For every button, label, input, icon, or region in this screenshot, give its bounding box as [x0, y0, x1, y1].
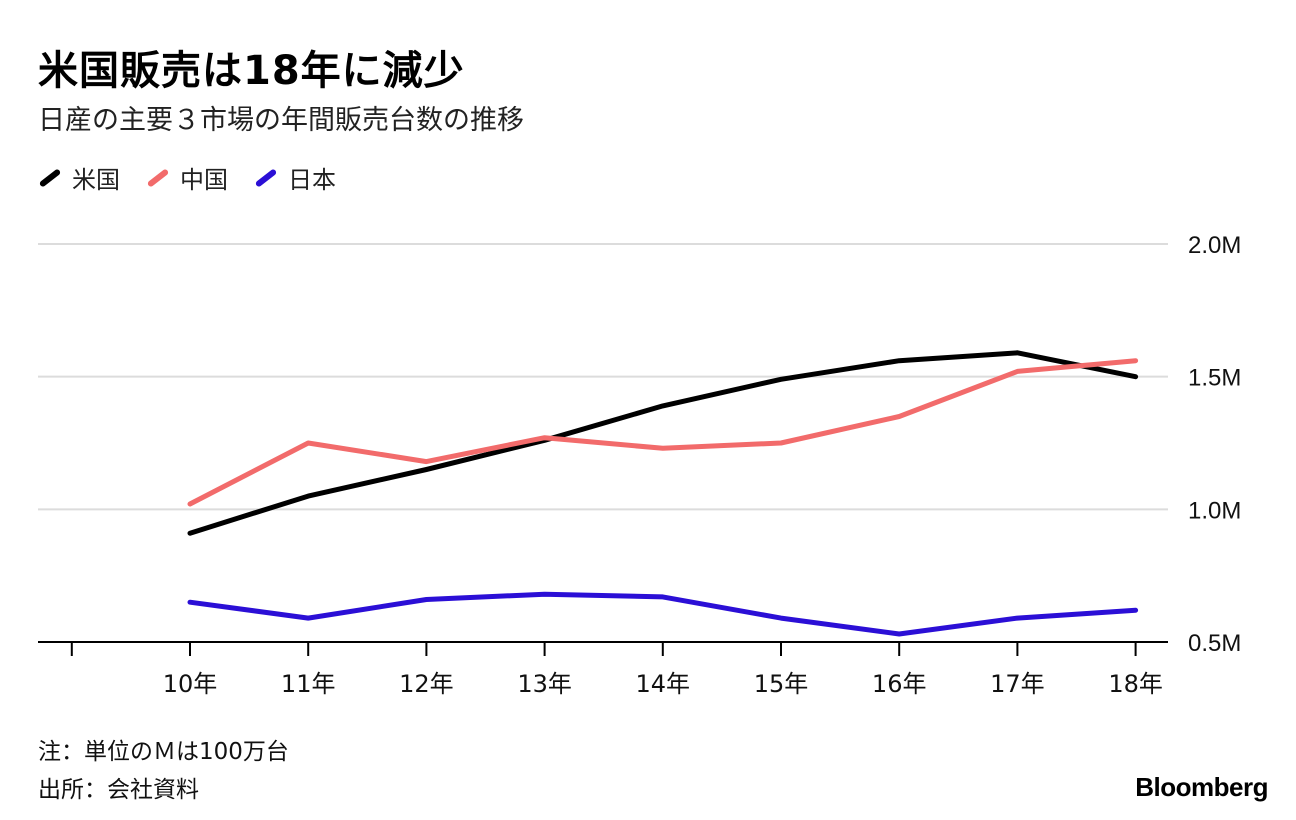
x-tick-label-4: 14年 — [636, 670, 691, 698]
legend-label-japan: 日本 — [288, 166, 336, 194]
y-tick-label-3: 2.0M — [1188, 232, 1241, 259]
legend-label-china: 中国 — [180, 166, 228, 194]
chart-subtitle: 日産の主要３市場の年間販売台数の推移 — [38, 105, 524, 136]
x-tick-label-3: 13年 — [517, 670, 572, 698]
legend: 米国 中国 日本 — [38, 160, 336, 195]
x-tick-label-7: 17年 — [990, 670, 1045, 698]
y-tick-label-1: 1.0M — [1188, 497, 1241, 524]
x-tick-label-8: 18年 — [1108, 670, 1163, 698]
x-tick-label-2: 12年 — [399, 670, 454, 698]
x-tick-label-1: 11年 — [281, 670, 336, 698]
series-line-japan — [187, 591, 1139, 637]
series-line-china — [187, 358, 1139, 507]
source-note: 出所：会社資料 — [38, 777, 199, 803]
x-tick-label-6: 16年 — [872, 670, 927, 698]
x-tick-label-5: 15年 — [754, 670, 809, 698]
legend-item-usa: 米国 — [38, 160, 120, 195]
x-tick-label-0: 10年 — [163, 670, 218, 698]
y-tick-label-0: 0.5M — [1188, 630, 1241, 657]
legend-label-usa: 米国 — [72, 166, 120, 194]
bloomberg-logo: Bloomberg — [1135, 772, 1268, 802]
chart-title: 米国販売は18年に減少 — [38, 48, 465, 94]
unit-note: 注：単位のＭは100万台 — [38, 739, 289, 765]
y-tick-label-2: 1.5M — [1188, 365, 1241, 392]
legend-item-japan: 日本 — [254, 160, 336, 195]
series-line-usa — [187, 350, 1139, 536]
legend-item-china: 中国 — [146, 160, 228, 195]
